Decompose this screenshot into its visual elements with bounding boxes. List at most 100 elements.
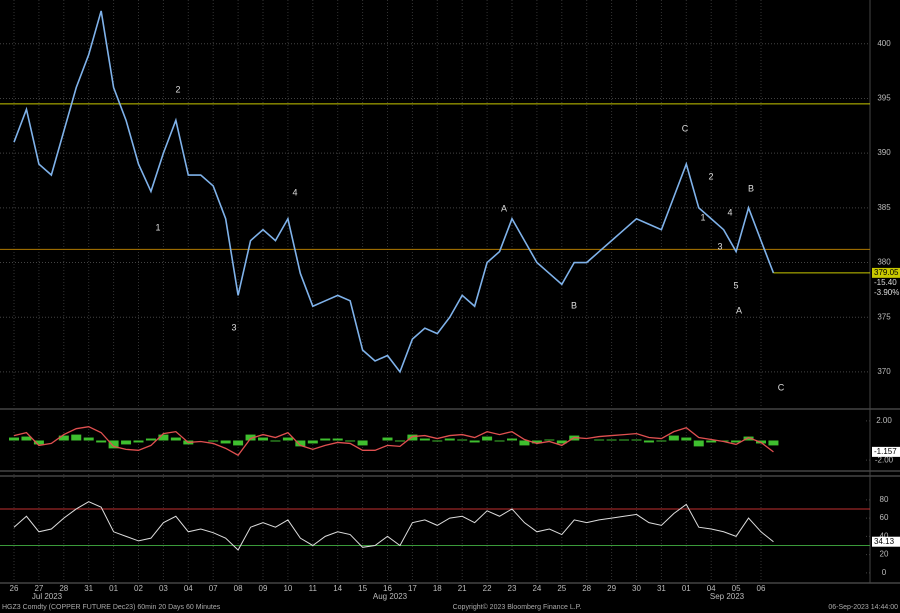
x-tick-label: 14	[333, 584, 342, 593]
histogram-bar	[419, 438, 430, 441]
histogram-bar	[71, 434, 82, 441]
histogram-bar	[656, 440, 667, 442]
last-label: -1.157	[874, 447, 897, 456]
x-tick-label: 22	[483, 584, 492, 593]
y-tick-label: 400	[877, 39, 891, 48]
x-tick-label: 29	[607, 584, 616, 593]
histogram-bar	[83, 437, 94, 441]
x-tick-label: 24	[532, 584, 541, 593]
histogram-bar	[96, 440, 107, 443]
y-tick-label: 40	[880, 531, 889, 540]
histogram-bar	[681, 437, 692, 441]
histogram-bar	[619, 439, 630, 441]
wave-label: 3	[717, 241, 722, 251]
last-label: -3.90%	[874, 288, 899, 297]
x-tick-label: 03	[159, 584, 168, 593]
y-tick-label: 2.00	[876, 416, 892, 425]
wave-label: 2	[175, 84, 180, 94]
x-tick-label: 23	[508, 584, 517, 593]
x-tick-label: 01	[682, 584, 691, 593]
y-tick-label: 390	[877, 148, 891, 157]
y-tick-label: 375	[877, 312, 891, 321]
y-tick-label: 385	[877, 203, 891, 212]
series-line	[13, 10, 775, 374]
histogram-bar	[457, 439, 468, 441]
wave-label: 3	[231, 322, 236, 332]
histogram-bar	[693, 440, 704, 447]
x-tick-label: 10	[283, 584, 292, 593]
x-tick-label: 17	[408, 584, 417, 593]
histogram-bar	[233, 440, 244, 446]
histogram-bar	[33, 440, 44, 445]
x-tick-label: 30	[632, 584, 641, 593]
x-tick-label: 05	[732, 584, 741, 593]
x-tick-label: 18	[433, 584, 442, 593]
histogram-bar	[332, 438, 343, 441]
last-label: 34.13	[874, 537, 895, 546]
histogram-bar	[631, 439, 642, 441]
histogram-bar	[531, 440, 542, 444]
last-label-box	[872, 536, 900, 547]
x-tick-label: 09	[259, 584, 268, 593]
histogram-bar	[307, 440, 318, 444]
wave-label: 1	[700, 212, 705, 222]
y-tick-label: 380	[877, 258, 891, 267]
x-tick-label: 08	[234, 584, 243, 593]
histogram-bar	[469, 440, 480, 443]
histogram-bar	[108, 440, 119, 449]
histogram-bar	[9, 437, 19, 441]
histogram-bar	[743, 436, 754, 441]
histogram-bar	[145, 438, 156, 441]
y-tick-label: 395	[877, 94, 891, 103]
last-label: 379.05	[874, 268, 899, 277]
x-tick-label: 28	[582, 584, 591, 593]
x-tick-label: 31	[657, 584, 666, 593]
last-label-box	[872, 267, 900, 278]
histogram-bar	[507, 438, 517, 441]
x-tick-label: 06	[757, 584, 766, 593]
x-tick-label: 01	[109, 584, 118, 593]
x-tick-label: 04	[707, 584, 716, 593]
x-tick-label: 07	[209, 584, 218, 593]
wave-label: 2	[708, 171, 713, 181]
last-label-box	[872, 446, 900, 457]
histogram-bar	[345, 440, 356, 442]
x-group-label: Jul 2023	[32, 592, 63, 601]
x-group-label: Sep 2023	[710, 592, 745, 601]
y-tick-label: 370	[877, 367, 891, 376]
histogram-bar	[133, 440, 144, 443]
x-tick-label: 27	[34, 584, 43, 593]
last-label-box	[872, 287, 900, 298]
histogram-bar	[482, 436, 493, 441]
x-group-label: Aug 2023	[373, 592, 408, 601]
histogram-bar	[407, 434, 418, 441]
wave-label: B	[748, 183, 754, 193]
histogram-bar	[382, 437, 393, 441]
wave-label: 4	[292, 187, 297, 197]
x-tick-label: 21	[458, 584, 467, 593]
y-tick-label: 0	[882, 568, 887, 577]
footer-center: Copyright© 2023 Bloomberg Finance L.P.	[453, 603, 582, 611]
histogram-bar	[282, 437, 293, 441]
x-tick-label: 04	[184, 584, 193, 593]
footer-right: 06-Sep-2023 14:44:00	[828, 604, 898, 611]
series-line	[13, 501, 774, 551]
wave-label: C	[682, 123, 689, 133]
x-tick-label: 26	[10, 584, 19, 593]
histogram-bar	[643, 440, 654, 443]
histogram-bar	[270, 440, 281, 442]
x-tick-label: 11	[309, 584, 318, 593]
wave-label: 4	[727, 207, 732, 217]
histogram-bar	[606, 439, 617, 441]
histogram-bar	[594, 439, 605, 441]
histogram-bar	[208, 440, 219, 442]
y-tick-label: 20	[880, 550, 889, 559]
histogram-bar	[58, 435, 69, 441]
histogram-bar	[220, 440, 231, 444]
histogram-bar	[768, 440, 779, 446]
x-tick-label: 16	[383, 584, 392, 593]
histogram-bar	[432, 440, 443, 442]
wave-label: A	[736, 305, 742, 315]
